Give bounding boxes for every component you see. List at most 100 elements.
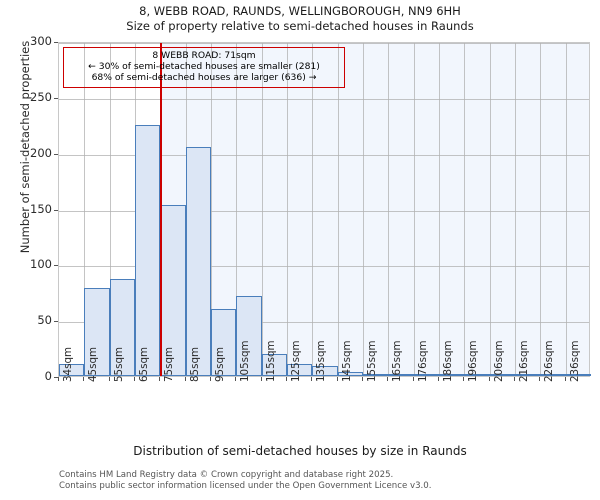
gridline-vertical bbox=[565, 43, 567, 376]
x-axis-tick-label: 115sqm bbox=[264, 340, 277, 382]
y-axis-tick-label: 100 bbox=[30, 257, 52, 272]
x-axis-tick-label: 236sqm bbox=[568, 340, 581, 382]
histogram-bar bbox=[337, 371, 363, 376]
histogram-bar bbox=[261, 353, 287, 376]
x-axis-tick-label: 216sqm bbox=[518, 340, 530, 382]
x-axis-tick-label: 45sqm bbox=[87, 346, 100, 382]
histogram-bar bbox=[59, 363, 85, 376]
annotation-box: 8 WEBB ROAD: 71sqm ← 30% of semi-detache… bbox=[63, 47, 345, 88]
y-axis-tick-label: 50 bbox=[37, 313, 52, 328]
histogram-bar bbox=[185, 147, 211, 376]
x-axis-tick-label: 95sqm bbox=[214, 346, 226, 382]
x-axis-tick-mark bbox=[514, 377, 515, 381]
x-axis-tick-mark bbox=[159, 377, 161, 381]
x-axis-tick-mark bbox=[564, 377, 566, 381]
x-axis-tick-mark bbox=[210, 377, 211, 381]
x-axis-tick-label: 135sqm bbox=[315, 340, 328, 382]
gridline-vertical bbox=[413, 43, 415, 376]
y-axis-tick-mark bbox=[54, 42, 58, 43]
x-axis-tick-mark bbox=[438, 377, 439, 381]
y-axis-tick-mark bbox=[54, 209, 58, 211]
y-axis-tick-mark bbox=[54, 153, 58, 155]
chart-title-line-1: 8, WEBB ROAD, RAUNDS, WELLINGBOROUGH, NN… bbox=[139, 4, 461, 18]
footer: Contains HM Land Registry data © Crown c… bbox=[59, 470, 579, 491]
histogram-bar bbox=[439, 373, 465, 376]
gridline-vertical bbox=[388, 43, 390, 376]
chart-title-block: 8, WEBB ROAD, RAUNDS, WELLINGBOROUGH, NN… bbox=[0, 4, 600, 34]
y-axis-tick-mark bbox=[54, 265, 58, 267]
gridline-horizontal bbox=[59, 210, 589, 212]
x-axis-tick-label: 145sqm bbox=[340, 340, 353, 382]
histogram-bar bbox=[160, 205, 186, 376]
gridline-vertical bbox=[236, 43, 238, 376]
x-axis-tick-mark bbox=[336, 377, 338, 381]
x-axis-title: Distribution of semi-detached houses by … bbox=[133, 444, 467, 458]
x-axis-tick-mark bbox=[58, 377, 59, 381]
x-axis-tick-mark bbox=[387, 377, 389, 381]
x-axis-tick-mark bbox=[134, 377, 135, 381]
histogram-bar bbox=[109, 278, 135, 376]
histogram-bars bbox=[59, 43, 591, 376]
y-axis-tick-label: 0 bbox=[44, 369, 52, 383]
property-size-marker-line bbox=[160, 43, 162, 376]
chart-title-line-2: Size of property relative to semi-detach… bbox=[126, 19, 474, 33]
histogram-bar bbox=[363, 373, 389, 376]
y-axis-tick-label: 250 bbox=[30, 89, 52, 104]
footer-line-2: Contains public sector information licen… bbox=[59, 480, 432, 491]
gridline-vertical bbox=[211, 43, 212, 376]
gridline-vertical bbox=[109, 43, 111, 376]
x-axis-tick-mark bbox=[463, 377, 465, 381]
gridline-vertical bbox=[287, 43, 288, 376]
gridline-vertical bbox=[464, 43, 466, 376]
gridline-vertical bbox=[489, 43, 491, 376]
histogram-bar bbox=[565, 374, 591, 376]
x-axis-tick-label: 196sqm bbox=[467, 340, 480, 382]
x-axis-tick-label: 176sqm bbox=[416, 340, 429, 382]
x-axis-tick-label: 125sqm bbox=[290, 340, 302, 382]
gridline-horizontal bbox=[59, 154, 589, 156]
gridline-vertical bbox=[261, 43, 263, 376]
x-axis-tick-mark bbox=[362, 377, 363, 381]
y-axis-tick-label: 300 bbox=[30, 34, 52, 48]
histogram-bar bbox=[312, 365, 338, 376]
x-axis-tick-mark bbox=[311, 377, 313, 381]
y-axis-tick-label: 200 bbox=[30, 145, 52, 160]
x-axis-tick-mark bbox=[235, 377, 237, 381]
x-axis-tick-mark bbox=[286, 377, 287, 381]
x-axis-tick-label: 155sqm bbox=[366, 340, 378, 382]
histogram-bar bbox=[236, 295, 262, 376]
gridline-vertical bbox=[439, 43, 440, 376]
plot-area bbox=[58, 42, 591, 377]
x-axis-tick-mark bbox=[184, 377, 186, 381]
x-axis-tick-mark bbox=[539, 377, 541, 381]
histogram-bar bbox=[388, 373, 414, 376]
x-axis-tick-label: 226sqm bbox=[543, 340, 556, 382]
histogram-bar bbox=[84, 287, 110, 376]
x-axis-tick-label: 85sqm bbox=[188, 346, 201, 382]
y-axis-tick-mark bbox=[54, 97, 58, 99]
x-axis-tick-label: 65sqm bbox=[138, 346, 150, 382]
x-axis-tick-mark bbox=[488, 377, 490, 381]
histogram-bar bbox=[464, 374, 490, 376]
x-axis-tick-mark bbox=[83, 377, 85, 381]
gridline-horizontal bbox=[59, 98, 589, 100]
x-axis-tick-label: 206sqm bbox=[492, 340, 505, 382]
footer-line-1: Contains HM Land Registry data © Crown c… bbox=[59, 470, 394, 480]
x-axis-tick-mark bbox=[108, 377, 110, 381]
histogram-bar bbox=[211, 309, 237, 376]
annotation-line-3: 68% of semi-detached houses are larger (… bbox=[91, 72, 317, 84]
x-axis-tick-label: 55sqm bbox=[112, 346, 125, 382]
gridline-vertical bbox=[515, 43, 516, 376]
x-axis-tick-mark bbox=[412, 377, 414, 381]
x-axis-tick-mark bbox=[260, 377, 262, 381]
x-axis-tick-label: 75sqm bbox=[163, 346, 176, 382]
histogram-bar bbox=[540, 374, 566, 376]
gridline-vertical bbox=[363, 43, 364, 376]
gridline-vertical bbox=[312, 43, 314, 376]
gridline-vertical bbox=[540, 43, 542, 376]
x-axis-tick-label: 34sqm bbox=[62, 346, 74, 382]
histogram-bar bbox=[489, 374, 515, 376]
x-axis-tick-label: 165sqm bbox=[391, 340, 404, 382]
x-axis-tick-label: 186sqm bbox=[442, 340, 454, 382]
